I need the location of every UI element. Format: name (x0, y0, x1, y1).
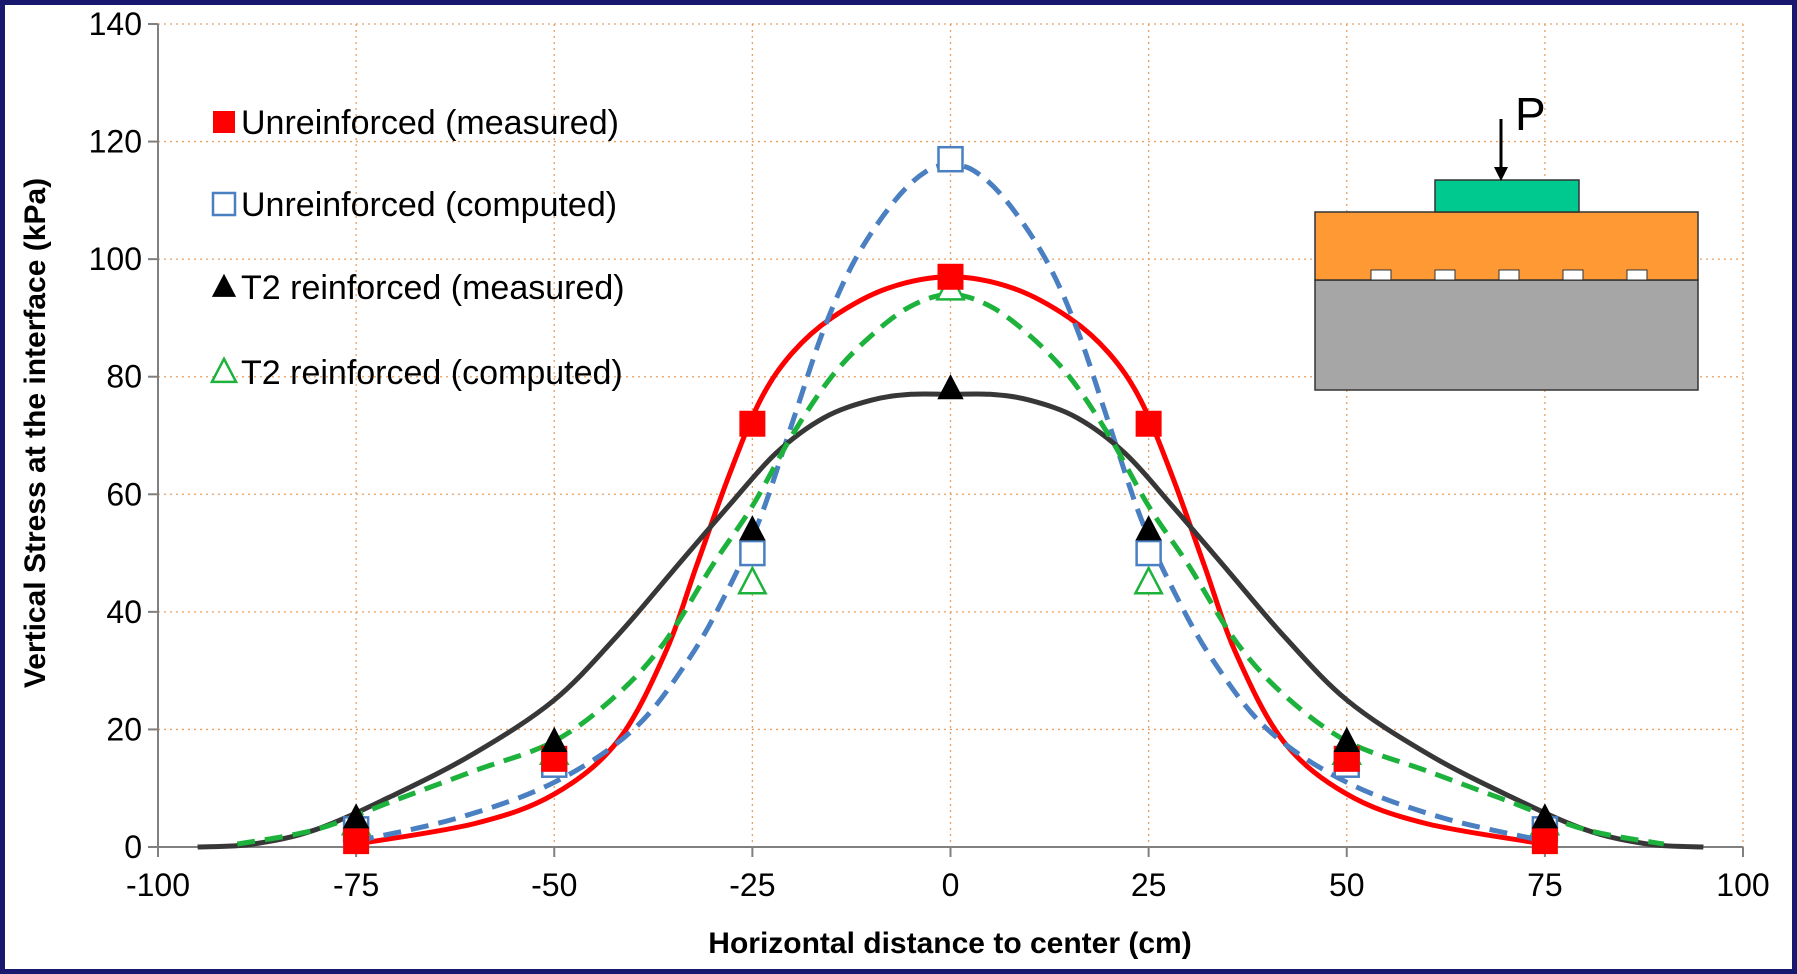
x-tick-label: 75 (1527, 867, 1563, 903)
inset-reinforcement-elements (1370, 269, 1648, 281)
tick-labels: 0 20 40 60 80 100 120 140 -100 -75 -50 -25 0 25 50 75 10… (89, 6, 1770, 903)
y-tick-label: 20 (106, 711, 142, 747)
grid (158, 23, 1744, 847)
x-axis-title: Horizontal distance to center (cm) (708, 927, 1191, 960)
legend-label: Unreinforced (measured) (241, 104, 619, 142)
data-point (739, 515, 766, 541)
data-point (1531, 803, 1559, 829)
data-point (1333, 726, 1360, 752)
x-tick-label: 50 (1329, 867, 1365, 903)
inset-reinforcement-element (1370, 269, 1392, 281)
inset-reinforced-layer (1314, 211, 1699, 281)
data-point (1531, 828, 1558, 855)
x-tick-label: 25 (1131, 867, 1167, 903)
chart: 0 20 40 60 80 100 120 140 -100 -75 -50 -25 0 25 50 75 10… (5, 5, 1792, 969)
inset-footing (1434, 179, 1580, 213)
y-tick-label: 140 (89, 6, 142, 42)
legend-label: Unreinforced (computed) (241, 186, 617, 224)
y-tick-label: 100 (89, 241, 142, 277)
inset-reinforcement-element (1434, 269, 1456, 281)
data-point (937, 374, 964, 400)
chart-background (5, 5, 1792, 969)
legend-marker (213, 111, 235, 133)
data-point (737, 565, 768, 595)
inset-diagram: P (1314, 88, 1699, 391)
y-tick-label: 120 (89, 124, 142, 160)
legend-marker (211, 191, 237, 217)
y-tick-label: 40 (106, 594, 142, 630)
y-tick-label: 80 (106, 359, 142, 395)
data-point (1133, 565, 1164, 595)
inset-subgrade (1314, 279, 1699, 391)
inset-reinforcement-element (1498, 269, 1520, 281)
data-point (937, 145, 964, 173)
inset-reinforcement-element (1562, 269, 1584, 281)
legend-label: T2 reinforced (computed) (241, 354, 623, 392)
data-point (541, 726, 568, 752)
inset-load-label: P (1515, 88, 1546, 140)
inset-reinforcement-element (1626, 269, 1648, 281)
axes (148, 23, 1744, 857)
x-tick-label: -25 (729, 867, 775, 903)
y-tick-label: 0 (124, 829, 142, 865)
data-point (937, 263, 964, 290)
x-tick-label: -50 (531, 867, 577, 903)
y-axis-title: Vertical Stress at the interface (kPa) (19, 178, 52, 688)
data-point (1135, 410, 1162, 437)
x-tick-label: -100 (126, 867, 190, 903)
markers (340, 145, 1561, 855)
y-tick-label: 60 (106, 476, 142, 512)
data-point (1135, 515, 1162, 541)
legend: Unreinforced (measured) Unreinforced (com… (209, 104, 625, 392)
data-point (739, 410, 766, 437)
x-tick-label: -75 (333, 867, 379, 903)
legend-marker (209, 356, 239, 384)
legend-marker (211, 273, 237, 297)
x-tick-label: 100 (1716, 867, 1769, 903)
data-point (739, 539, 766, 567)
x-tick-label: 0 (942, 867, 960, 903)
data-point (1135, 539, 1162, 567)
legend-label: T2 reinforced (measured) (241, 269, 625, 307)
data-point (343, 828, 370, 855)
data-point (342, 803, 370, 829)
inset-load-arrow-head (1494, 167, 1508, 181)
